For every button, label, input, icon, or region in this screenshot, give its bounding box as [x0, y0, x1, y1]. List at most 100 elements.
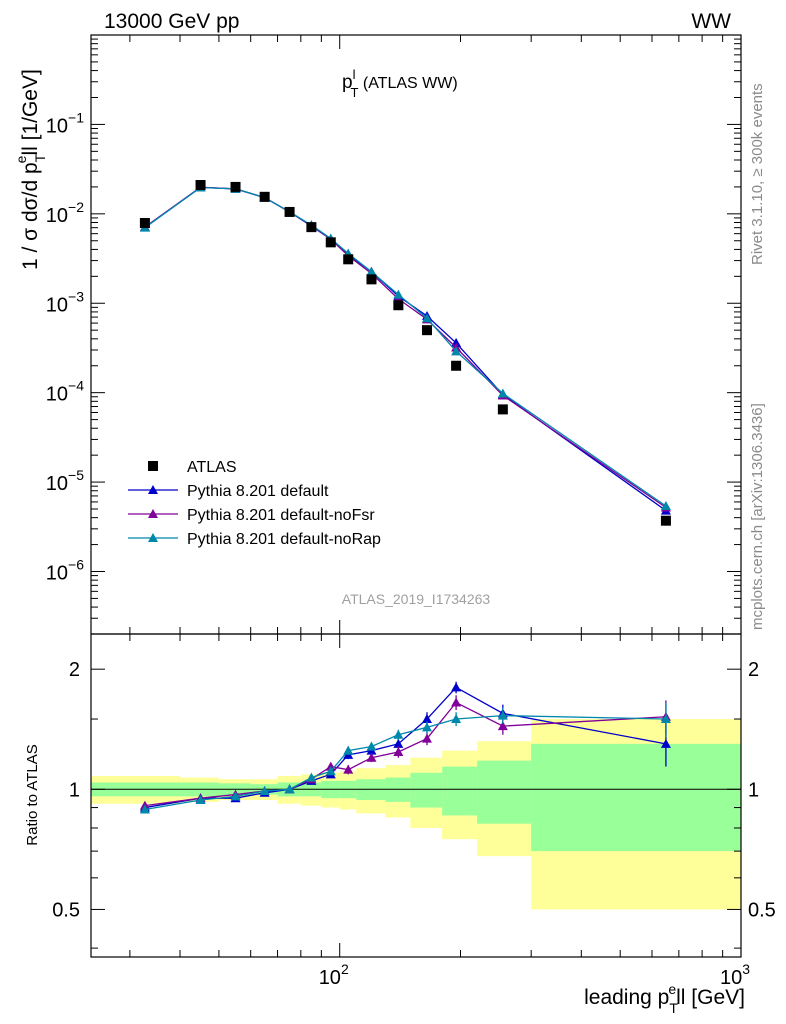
atlas-point-12	[497, 404, 508, 415]
main-series-3-point-11	[451, 346, 462, 356]
ratio-series-0-point-9	[393, 738, 404, 748]
process-label: WW	[691, 10, 731, 33]
main-ytick-label-exponent: −5	[68, 467, 84, 483]
ratio-series-0-point-11	[451, 682, 462, 692]
ratio-series-0-point-13	[660, 738, 671, 748]
ratio-ytick-label-left-1: 1	[69, 779, 80, 801]
ratio-series-line-0	[144, 686, 667, 809]
ratio-series-2-point-3	[259, 786, 270, 796]
ratio-series-1-point-12	[497, 721, 508, 731]
atlas-point-4	[284, 206, 295, 217]
main-plot-title: pl T (ATLAS WW)	[342, 67, 458, 100]
main-series-3-point-13	[660, 501, 671, 511]
title-suffix: (ATLAS WW)	[358, 75, 457, 92]
atlas-point-10	[421, 325, 432, 336]
xlabel-main: leading p	[584, 986, 669, 1009]
ratio-series-2-point-4	[284, 784, 295, 794]
x-axis-label: leading pTell [GeV]	[584, 981, 745, 1016]
ratio-series-1-point-9	[393, 747, 404, 757]
ratio-ytick-label-right-0: 0.5	[748, 899, 776, 921]
xtick-label-base: 10	[720, 967, 742, 989]
ratio-stat-band-12	[477, 760, 532, 824]
ratio-series-1-point-7	[343, 764, 354, 774]
atlas-point-8	[366, 274, 377, 285]
ratio-series-2-point-5	[306, 772, 317, 782]
atlas-point-6	[325, 237, 336, 248]
ratio-series-1-point-8	[366, 752, 377, 762]
xtick-label-1: 103	[720, 961, 750, 989]
legend-marker-1	[148, 485, 158, 494]
legend-marker-3	[148, 533, 158, 542]
xtick-label-exponent: 2	[341, 961, 349, 977]
main-ytick-label-3: 10−3	[46, 288, 84, 316]
ratio-series-1-point-10	[421, 733, 432, 743]
main-series-3-point-12	[497, 388, 508, 398]
ratio-plot-frame	[90, 633, 742, 958]
analysis-watermark: ATLAS_2019_I1734263	[342, 591, 491, 607]
xlabel-suffix: ll [GeV]	[676, 986, 745, 1009]
xtick-label-0: 102	[319, 961, 349, 989]
main-series-3-point-9	[393, 289, 404, 299]
main-series-3-point-10	[421, 313, 432, 323]
main-ytick-label-base: 10	[46, 384, 68, 406]
main-ytick-label-exponent: −3	[68, 288, 84, 304]
main-ytick-label-base: 10	[46, 563, 68, 585]
ratio-series-0-point-10	[421, 714, 432, 724]
ratio-ytick-label-right-1: 1	[748, 779, 759, 801]
main-series-3-point-8	[366, 266, 377, 276]
atlas-point-5	[306, 222, 317, 233]
ratio-ytick-label-left-0: 0.5	[52, 899, 80, 921]
atlas-point-0	[139, 217, 150, 228]
ratio-series-line-2	[144, 714, 666, 811]
atlas-point-13	[660, 515, 671, 526]
main-ytick-label-base: 10	[46, 473, 68, 495]
main-ytick-label-exponent: −2	[68, 199, 84, 215]
ratio-ytick-label-left-2: 2	[69, 659, 80, 681]
ratio-series-2-point-10	[421, 722, 432, 732]
ratio-series-2-point-9	[393, 729, 404, 739]
ratio-series-2-point-0	[139, 804, 150, 814]
ratio-series-1-point-11	[451, 697, 462, 707]
ratio-series-2-point-2	[230, 791, 241, 801]
main-ytick-label-exponent: −4	[68, 378, 84, 394]
ratio-series-2-point-1	[195, 795, 206, 805]
main-ytick-label-base: 10	[46, 205, 68, 227]
legend-label-0: ATLAS	[187, 459, 237, 476]
ratio-stat-band-13	[531, 743, 741, 852]
ylabel-suffix: ll [1/GeV]	[19, 69, 42, 155]
legend-marker-atlas	[148, 461, 158, 471]
rivet-label: Rivet 3.1.10, ≥ 300k events	[749, 83, 766, 265]
main-ytick-label-0: 10−6	[46, 557, 84, 585]
xtick-label-exponent: 3	[742, 961, 750, 977]
ylabel-main: 1 / σ dσ/d p	[19, 162, 42, 270]
ratio-stat-band-10	[410, 772, 443, 808]
title-sup: l	[353, 67, 356, 82]
ylabel-sub: T	[32, 153, 48, 162]
ratio-series-2-point-11	[451, 714, 462, 724]
ratio-y-axis-label: Ratio to ATLAS	[24, 744, 41, 845]
legend-marker-2	[148, 509, 158, 518]
main-ytick-label-2: 10−4	[46, 378, 84, 406]
ratio-series-2-point-13	[660, 714, 671, 724]
title-sub: T	[350, 85, 358, 100]
main-y-axis-label: 1 / σ dσ/d pTell [1/GeV]	[13, 69, 48, 270]
xlabel-sup: e	[668, 981, 676, 997]
ratio-series-line-1	[144, 701, 666, 807]
ratio-series-2-point-7	[343, 745, 354, 755]
legend-label-1: Pythia 8.201 default	[187, 483, 329, 500]
main-ytick-label-4: 10−2	[46, 199, 84, 227]
ylabel-sup: e	[13, 155, 29, 163]
main-ytick-label-base: 10	[46, 294, 68, 316]
ratio-series-2-point-6	[325, 766, 336, 776]
ratio-series-2-point-12	[497, 710, 508, 720]
atlas-point-9	[393, 300, 404, 311]
atlas-point-1	[195, 180, 206, 191]
legend-label-2: Pythia 8.201 default-noFsr	[187, 507, 375, 524]
ratio-ytick-label-right-2: 2	[748, 659, 759, 681]
main-ytick-label-5: 10−1	[46, 109, 84, 137]
ratio-series-2-point-8	[366, 741, 377, 751]
source-label: mcplots.cern.ch [arXiv:1306.3436]	[749, 403, 766, 630]
main-ytick-label-base: 10	[46, 115, 68, 137]
title-main: p	[342, 72, 353, 93]
